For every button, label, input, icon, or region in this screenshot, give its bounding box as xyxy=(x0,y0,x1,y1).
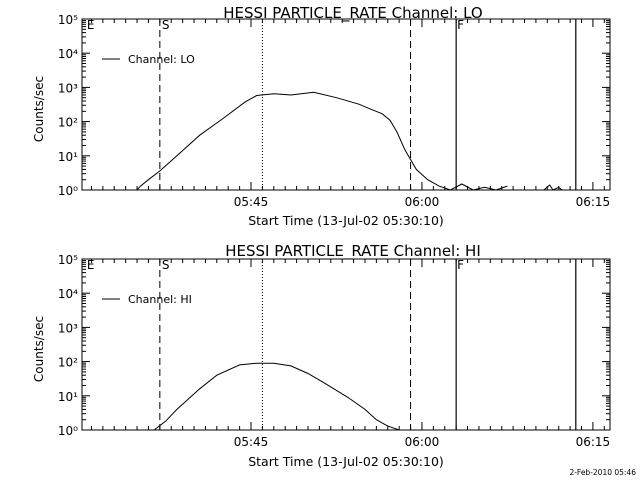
footer-timestamp: 2-Feb-2010 05:46 xyxy=(569,468,636,477)
x-tick-label: 06:15 xyxy=(576,195,611,209)
chart-title: HESSI PARTICLE_RATE Channel: LO xyxy=(223,4,482,23)
y-tick-label: 10⁴ xyxy=(58,47,78,61)
marker-label-e: E xyxy=(87,18,95,32)
y-tick-label: 10¹ xyxy=(58,390,78,404)
y-tick-label: 10¹ xyxy=(58,150,78,164)
legend-label: Channel: HI xyxy=(128,293,192,306)
y-tick-label: 10⁵ xyxy=(58,253,78,267)
marker-label-f: F xyxy=(457,258,464,272)
series-line-0 xyxy=(85,91,508,191)
y-axis-label: Counts/sec xyxy=(32,76,46,142)
y-tick-label: 10² xyxy=(58,116,78,130)
y-tick-label: 10² xyxy=(58,356,78,370)
plot-frame xyxy=(81,258,611,431)
plot-frame xyxy=(81,18,611,191)
marker-label-s: S xyxy=(162,258,170,272)
series-line-0 xyxy=(153,362,400,431)
series-line-1 xyxy=(543,184,563,191)
x-tick-label: 05:45 xyxy=(234,195,269,209)
y-tick-label: 10⁵ xyxy=(58,13,78,27)
y-tick-label: 10³ xyxy=(58,321,78,335)
chart-hi: HESSI PARTICLE_RATE Channel: HI Start Ti… xyxy=(32,242,611,469)
y-tick-label: 10⁰ xyxy=(58,424,78,438)
marker-label-f: F xyxy=(457,18,464,32)
marker-label-e: E xyxy=(87,258,95,272)
legend-label: Channel: LO xyxy=(128,53,195,66)
x-tick-label: 06:15 xyxy=(576,435,611,449)
y-tick-label: 10³ xyxy=(58,81,78,95)
y-tick-label: 10⁰ xyxy=(58,184,78,198)
x-axis-label: Start Time (13-Jul-02 05:30:10) xyxy=(248,213,444,228)
chart-lo: HESSI PARTICLE_RATE Channel: LO Start Ti… xyxy=(32,4,611,228)
marker-label-s: S xyxy=(162,18,170,32)
y-axis-label: Counts/sec xyxy=(32,316,46,382)
x-tick-label: 05:45 xyxy=(234,435,269,449)
x-tick-label: 06:00 xyxy=(405,435,440,449)
x-tick-label: 06:00 xyxy=(405,195,440,209)
chart-title: HESSI PARTICLE_RATE Channel: HI xyxy=(225,242,481,261)
y-tick-label: 10⁴ xyxy=(58,287,78,301)
x-axis-label: Start Time (13-Jul-02 05:30:10) xyxy=(248,454,444,469)
